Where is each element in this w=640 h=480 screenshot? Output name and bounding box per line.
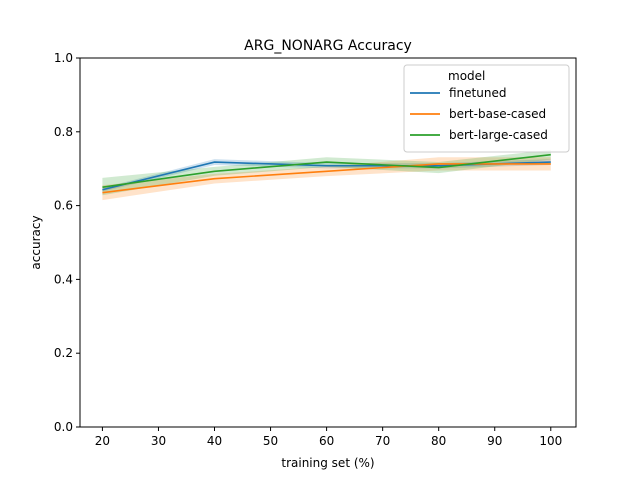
legend-entries: finetuned bert-base-cased bert-large-cased	[410, 86, 548, 142]
x-tick-label: 90	[487, 434, 502, 448]
x-tick-label: 50	[263, 434, 278, 448]
y-axis-ticks: 0.0 0.2 0.4 0.6 0.8 1.0	[54, 51, 80, 434]
legend-label-bert-base-cased: bert-base-cased	[449, 107, 546, 121]
y-tick-label: 0.6	[54, 199, 73, 213]
x-axis-label: training set (%)	[281, 456, 374, 470]
legend-title: model	[448, 69, 485, 83]
y-tick-label: 0.8	[54, 125, 73, 139]
legend: model finetuned bert-base-cased bert-large…	[403, 64, 570, 153]
axes-frame	[79, 57, 577, 428]
y-tick-label: 0.2	[54, 346, 73, 360]
line-bert-large-cased	[102, 153, 551, 188]
x-tick-label: 20	[95, 434, 110, 448]
y-tick-label: 1.0	[54, 51, 73, 65]
chart-title: ARG_NONARG Accuracy	[244, 38, 412, 54]
x-tick-label: 80	[431, 434, 446, 448]
x-tick-label: 70	[375, 434, 390, 448]
legend-label-bert-large-cased: bert-large-cased	[449, 128, 548, 142]
y-tick-label: 0.0	[54, 420, 73, 434]
confidence-bands	[102, 149, 551, 201]
series-lines	[102, 153, 551, 194]
band-bert-large-cased	[102, 149, 551, 196]
y-axis-label: accuracy	[29, 215, 43, 269]
x-tick-label: 30	[151, 434, 166, 448]
x-tick-label: 40	[207, 434, 222, 448]
x-axis-ticks: 20 30 40 50 60 70 80 90 100	[95, 427, 562, 448]
x-tick-label: 100	[539, 434, 562, 448]
y-tick-label: 0.4	[54, 272, 73, 286]
legend-label-finetuned: finetuned	[449, 86, 506, 100]
legend-box	[403, 64, 570, 153]
x-tick-label: 60	[319, 434, 334, 448]
